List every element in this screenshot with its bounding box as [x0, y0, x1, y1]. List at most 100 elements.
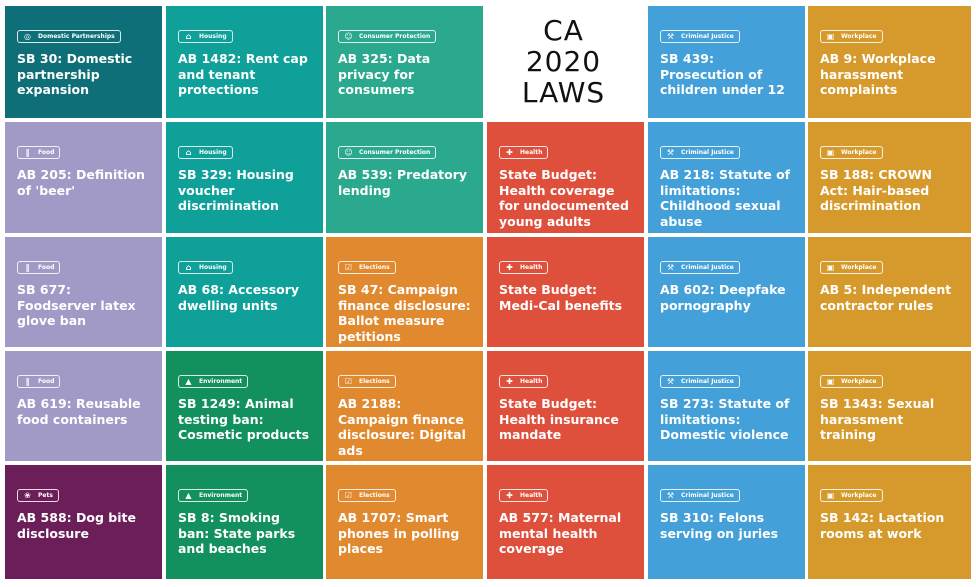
law-title: SB 8: Smoking ban: State parks and beach…	[178, 510, 296, 556]
briefcase-icon: ▣	[826, 32, 835, 41]
law-tile: ❀ Pets AB 588: Dog bite disclosure	[5, 465, 162, 579]
title-line-year: 2020	[525, 45, 602, 78]
tree-icon: ▲	[185, 491, 192, 500]
law-title: AB 9: Workplace harassment complaints	[820, 51, 936, 97]
law-title: State Budget: Medi-Cal benefits	[499, 282, 623, 313]
category-tag: ☑ Elections	[338, 489, 396, 502]
category-label: Pets	[38, 492, 53, 499]
law-tile: ‖ Food SB 677: Foodserver latex glove ban	[5, 237, 162, 347]
category-label: Housing	[199, 33, 227, 40]
law-title: AB 602: Deepfake pornography	[660, 282, 786, 313]
category-tag: ▲ Environment	[178, 489, 249, 502]
law-title: SB 329: Housing voucher discrimination	[178, 167, 294, 213]
gavel-icon: ⚒	[666, 148, 675, 157]
law-tile: ⚒ Criminal Justice AB 602: Deepfake pornog…	[648, 237, 805, 347]
category-label: Consumer Protection	[359, 149, 431, 156]
briefcase-icon: ▣	[826, 377, 835, 386]
category-label: Criminal Justice	[681, 264, 734, 271]
category-label: Workplace	[841, 149, 877, 156]
law-tile: ✚ Health State Budget: Health coverage for…	[487, 122, 644, 233]
ballot-icon: ☑	[344, 377, 353, 386]
law-tile: ⌂ Housing AB 68: Accessory dwelling units	[166, 237, 323, 347]
law-title: SB 677: Foodserver latex glove ban	[17, 282, 136, 328]
title-line-ca: CA	[543, 14, 584, 47]
category-label: Criminal Justice	[681, 149, 734, 156]
gavel-icon: ⚒	[666, 491, 675, 500]
gavel-icon: ⚒	[666, 32, 675, 41]
people-lock-icon: ☺	[344, 148, 353, 157]
category-label: Workplace	[841, 33, 877, 40]
law-tile: ✚ Health AB 577: Maternal mental health co…	[487, 465, 644, 579]
law-title: AB 588: Dog bite disclosure	[17, 510, 136, 541]
law-tile: ☑ Elections AB 2188: Campaign finance disc…	[326, 351, 483, 461]
title-line-laws: LAWS	[521, 76, 606, 109]
category-tag: ▲ Environment	[178, 375, 249, 388]
house-icon: ⌂	[185, 32, 192, 41]
law-title: SB 273: Statute of limitations: Domestic…	[660, 396, 790, 442]
medical-kit-icon: ✚	[506, 377, 513, 386]
law-tile: ▲ Environment SB 1249: Animal testing ban:…	[166, 351, 323, 461]
medical-kit-icon: ✚	[506, 148, 513, 157]
law-title: AB 1482: Rent cap and tenant protections	[178, 51, 308, 97]
briefcase-icon: ▣	[826, 148, 835, 157]
category-tag: ⌂ Housing	[178, 30, 233, 43]
law-tile: ⚒ Criminal Justice SB 310: Felons serving …	[648, 465, 805, 579]
house-icon: ⌂	[185, 148, 192, 157]
law-title: SB 188: CROWN Act: Hair-based discrimina…	[820, 167, 932, 213]
people-lock-icon: ☺	[344, 32, 353, 41]
category-tag: ⚒ Criminal Justice	[660, 261, 740, 274]
law-title: SB 1249: Animal testing ban: Cosmetic pr…	[178, 396, 310, 442]
law-tile: ⌂ Housing AB 1482: Rent cap and tenant pro…	[166, 6, 323, 118]
medical-kit-icon: ✚	[506, 491, 513, 500]
category-tag: ⚒ Criminal Justice	[660, 375, 740, 388]
briefcase-icon: ▣	[826, 263, 835, 272]
category-label: Food	[38, 149, 55, 156]
category-tag: ⚒ Criminal Justice	[660, 489, 740, 502]
category-label: Domestic Partnerships	[38, 33, 115, 40]
category-tag: ‖ Food	[17, 261, 61, 274]
category-label: Criminal Justice	[681, 378, 734, 385]
law-tile: ▣ Workplace SB 188: CROWN Act: Hair-based …	[808, 122, 971, 233]
law-title: SB 310: Felons serving on juries	[660, 510, 779, 541]
category-label: Criminal Justice	[681, 33, 734, 40]
category-tag: ☑ Elections	[338, 261, 396, 274]
category-tag: ⌂ Housing	[178, 261, 233, 274]
law-tile: ✚ Health State Budget: Health insurance ma…	[487, 351, 644, 461]
law-tile: ▣ Workplace SB 1343: Sexual harassment tra…	[808, 351, 971, 461]
house-icon: ⌂	[185, 263, 192, 272]
category-label: Workplace	[841, 264, 877, 271]
category-label: Health	[520, 264, 543, 271]
category-label: Housing	[199, 149, 227, 156]
gavel-icon: ⚒	[666, 263, 675, 272]
category-tag: ‖ Food	[17, 375, 61, 388]
law-tile: ☺ Consumer Protection AB 325: Data privacy…	[326, 6, 483, 118]
law-title: AB 325: Data privacy for consumers	[338, 51, 431, 97]
law-tile: ☑ Elections AB 1707: Smart phones in polli…	[326, 465, 483, 579]
law-title: SB 1343: Sexual harassment training	[820, 396, 935, 442]
ballot-icon: ☑	[344, 491, 353, 500]
category-tag: ⚒ Criminal Justice	[660, 146, 740, 159]
category-tag: ▣ Workplace	[820, 146, 883, 159]
category-label: Food	[38, 378, 55, 385]
law-tile: ⚒ Criminal Justice SB 439: Prosecution of …	[648, 6, 805, 118]
category-label: Housing	[199, 264, 227, 271]
rings-icon: ◎	[24, 32, 31, 41]
category-label: Workplace	[841, 378, 877, 385]
category-label: Workplace	[841, 492, 877, 499]
medical-kit-icon: ✚	[506, 263, 513, 272]
category-tag: ✚ Health	[499, 261, 549, 274]
category-tag: ☺ Consumer Protection	[338, 146, 437, 159]
utensils-icon: ‖	[25, 377, 30, 386]
law-title: AB 205: Definition of 'beer'	[17, 167, 146, 198]
law-tile: ⌂ Housing SB 329: Housing voucher discrimi…	[166, 122, 323, 233]
law-title: AB 577: Maternal mental health coverage	[499, 510, 622, 556]
category-label: Consumer Protection	[359, 33, 431, 40]
paw-icon: ❀	[24, 491, 31, 500]
category-tag: ▣ Workplace	[820, 375, 883, 388]
category-tag: ◎ Domestic Partnerships	[17, 30, 121, 43]
law-tile: ◎ Domestic Partnerships SB 30: Domestic pa…	[5, 6, 162, 118]
law-title: SB 47: Campaign finance disclosure: Ball…	[338, 282, 471, 344]
tree-icon: ▲	[185, 377, 192, 386]
law-title: SB 439: Prosecution of children under 12	[660, 51, 785, 97]
category-tag: ▣ Workplace	[820, 30, 883, 43]
